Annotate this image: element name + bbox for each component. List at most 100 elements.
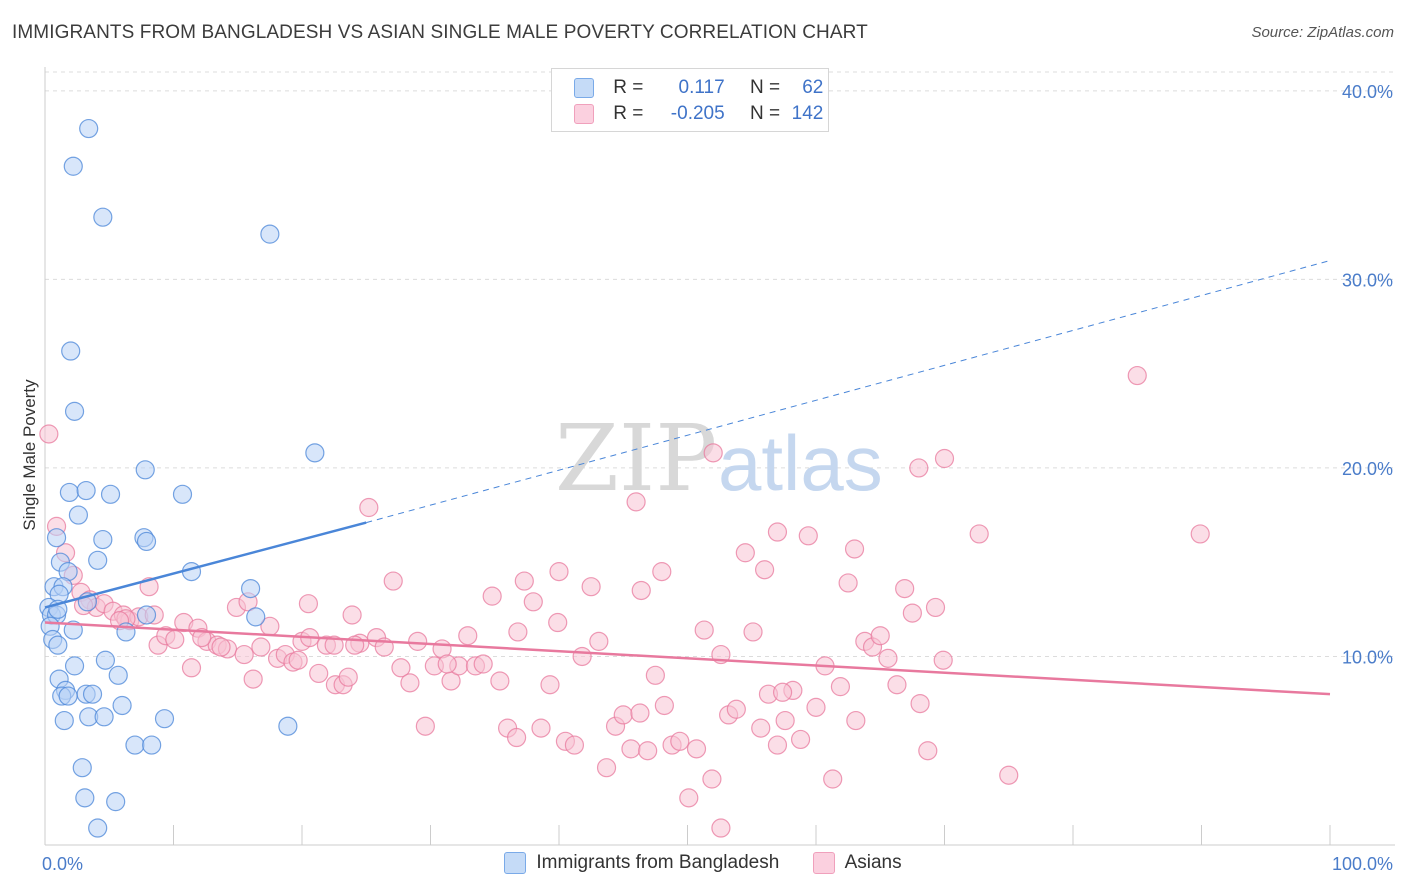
data-point [630,703,650,723]
tick-labels: 10.0% 20.0% 30.0% 40.0% 0.0% 100.0% [42,82,1393,874]
data-point [400,673,420,693]
data-point [506,727,527,748]
data-point [64,656,85,676]
data-points [39,118,1210,838]
chart-source: Source: ZipAtlas.com [1251,24,1394,41]
data-point [136,605,157,625]
data-point [870,626,890,646]
data-point [679,788,699,808]
data-point [703,443,723,463]
y-tick-label: 30.0% [1342,270,1393,290]
data-point [878,648,898,668]
data-point [895,578,915,599]
data-point [711,818,731,838]
data-point [767,522,788,542]
trend-line-solid [44,621,1331,696]
legend-r-label: R = [613,77,644,98]
data-point [135,460,155,480]
legend-swatch-asians [574,104,594,124]
data-point [925,597,946,618]
axes [44,67,1395,846]
bottom-legend-item-asians: Asians [812,852,902,874]
data-point [652,562,672,582]
data-point [246,607,266,627]
data-point [490,671,510,691]
y-tick-label: 20.0% [1342,459,1393,479]
data-point [564,735,585,755]
data-point [621,739,641,759]
data-point [243,669,263,689]
data-point [260,224,280,244]
data-point [324,635,344,655]
data-point [106,792,126,812]
data-point [94,707,114,727]
data-point [631,580,651,601]
data-point [172,484,193,504]
data-point [46,528,67,548]
data-point [934,448,955,469]
data-point [638,741,658,761]
bottom-legend-item-bangladesh: Immigrants from Bangladesh [504,852,779,874]
data-point [581,577,601,597]
data-point [64,401,85,421]
data-point [88,550,108,570]
data-point [76,480,96,501]
data-point [613,705,633,725]
data-point [82,684,103,704]
data-point [754,560,775,580]
data-point [408,631,428,651]
legend-swatch-bangladesh [574,78,594,98]
data-point [626,492,646,512]
data-point [437,654,457,674]
data-point [58,686,78,706]
data-point [192,628,212,648]
data-point [540,675,560,695]
legend: R = 0.117 N = 62 R = -0.205 N = 142 [551,68,829,132]
data-point [702,769,722,789]
data-point [125,735,145,755]
data-point [234,644,254,665]
data-point [772,682,793,702]
data-point [338,667,358,687]
data-point [79,118,99,139]
grid-lines [45,71,1395,657]
x-tick-label: 0.0% [42,854,83,874]
data-point [823,769,843,789]
data-point [93,529,113,550]
data-point [1127,365,1147,386]
data-point [482,586,502,606]
data-point [181,658,202,678]
watermark-atlas: atlas [718,419,883,507]
data-point [508,622,528,642]
data-point [154,709,175,729]
data-point [288,650,308,670]
data-point [686,739,707,759]
data-point [549,562,569,582]
data-point [48,635,68,655]
data-point [790,729,811,750]
y-tick-label: 40.0% [1342,82,1393,102]
data-point [63,156,83,176]
data-point [514,571,534,591]
data-point [846,710,866,731]
legend-n-value: 142 [791,103,824,124]
data-point [415,716,435,736]
data-point [918,741,938,761]
legend-n-label: N = [749,77,781,98]
data-point [72,758,92,778]
data-point [211,637,231,657]
data-point [798,526,818,546]
data-point [969,524,989,544]
data-point [61,341,81,361]
data-point [95,650,115,670]
data-point [1190,524,1210,544]
legend-r-value: 0.117 [678,77,725,98]
data-point [670,731,690,751]
data-point [743,622,763,642]
bottom-legend-swatch-bangladesh [504,852,527,874]
data-point [806,697,826,717]
data-point [136,531,157,552]
data-point [572,646,592,667]
data-point [342,605,362,625]
